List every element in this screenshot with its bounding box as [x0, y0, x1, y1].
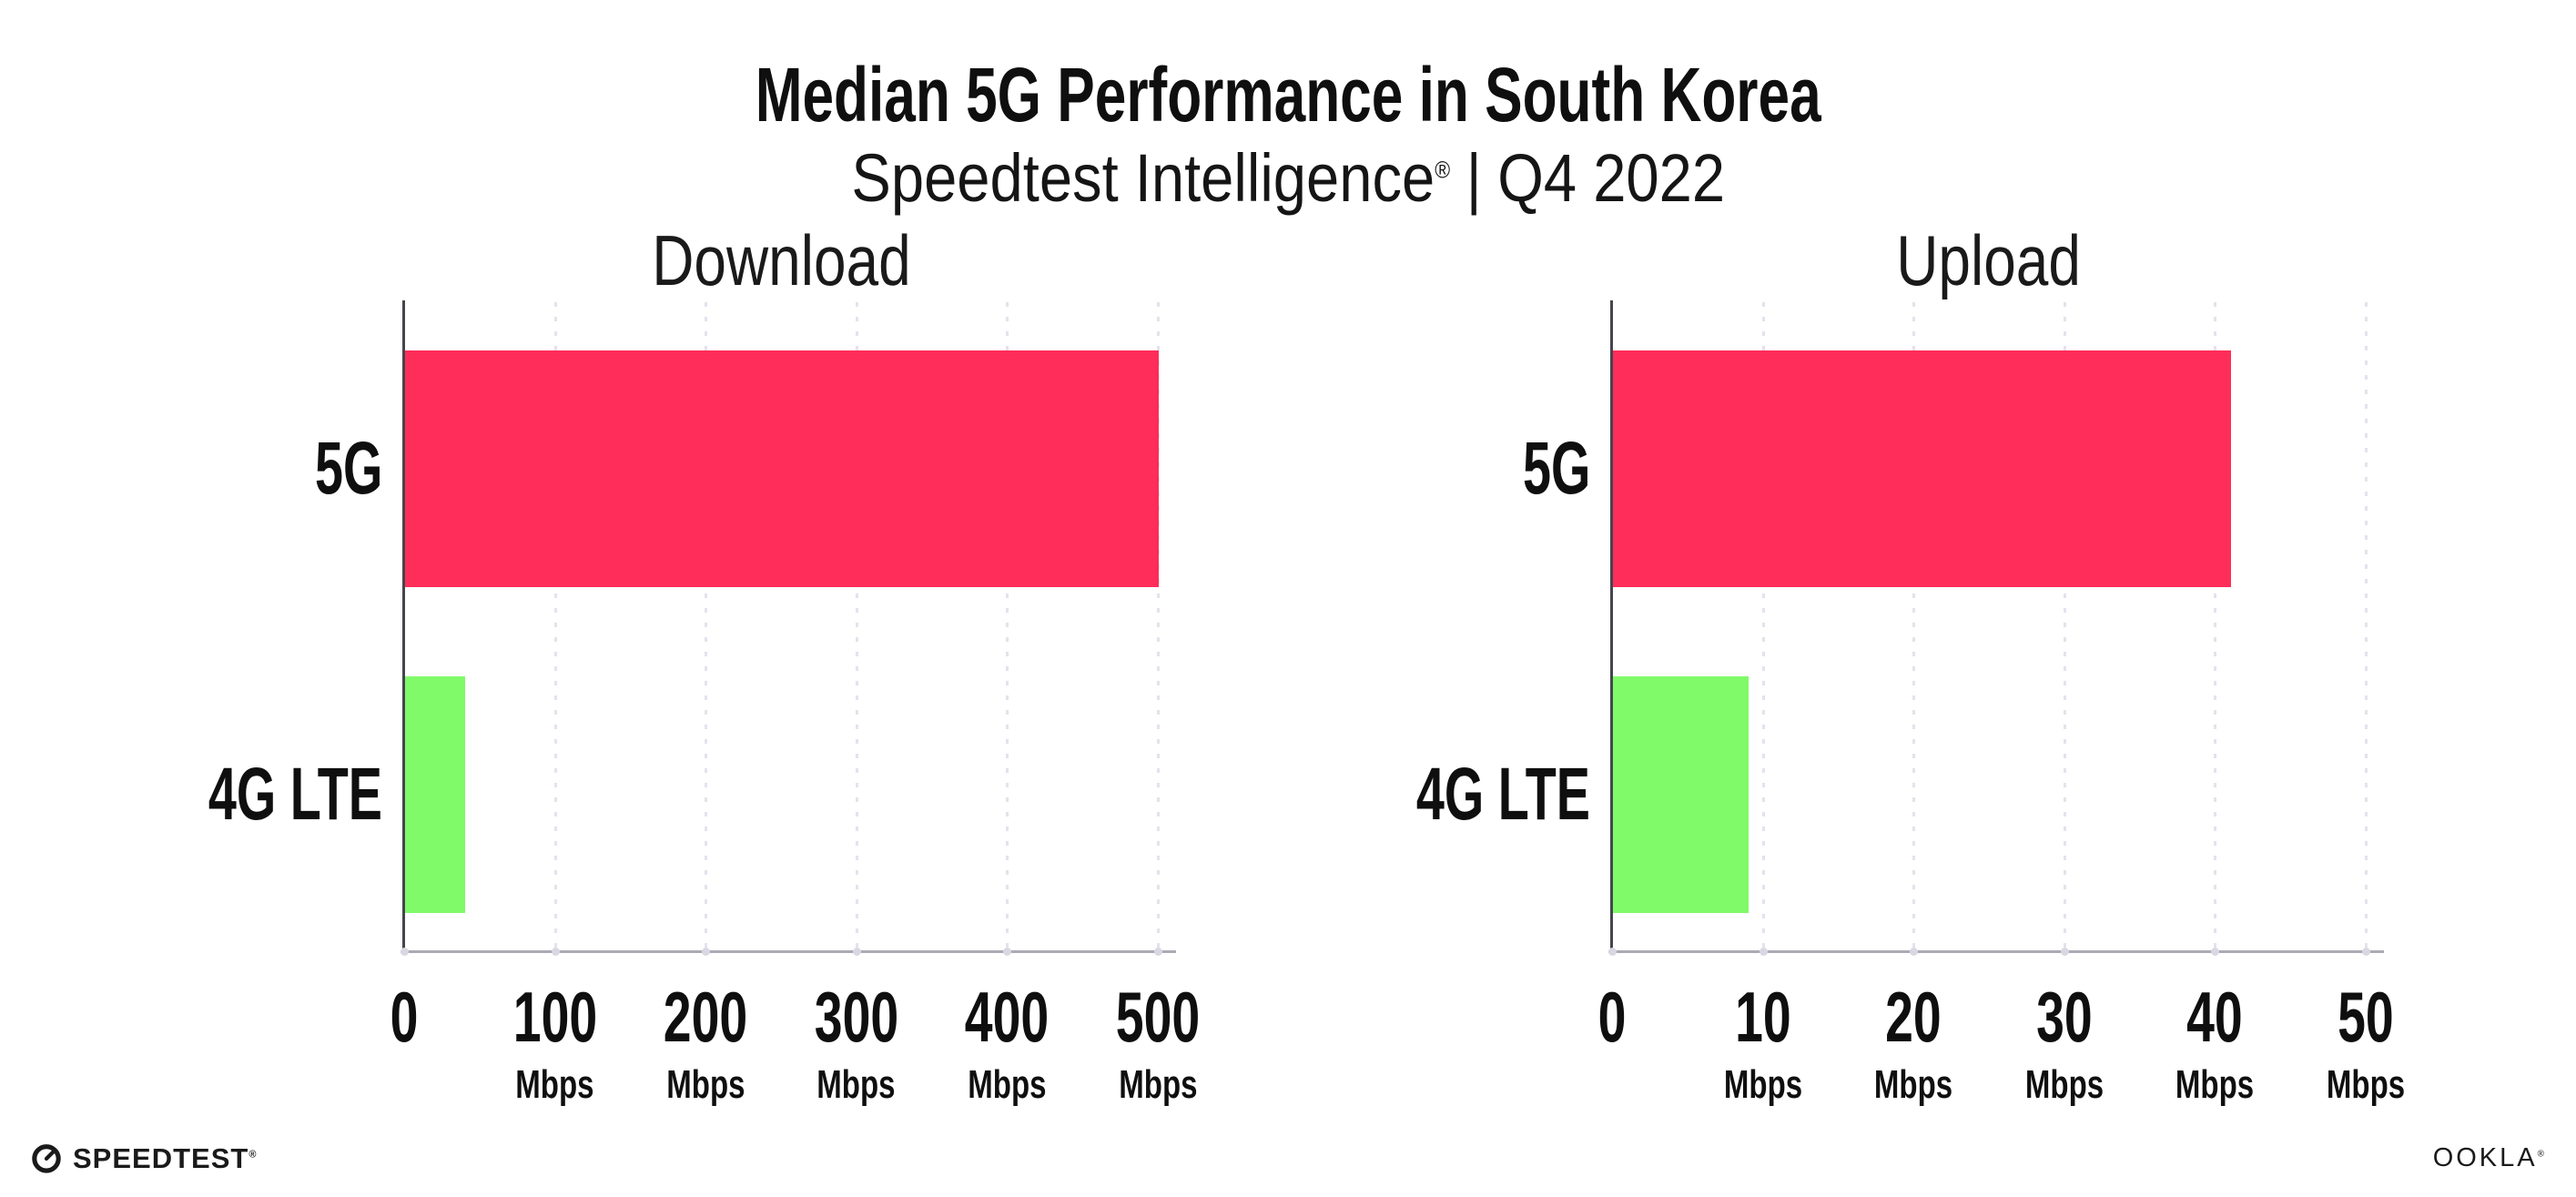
chart-title-text-upload: Upload [1896, 220, 2082, 300]
axis-tick-dot-download-400 [1003, 948, 1012, 956]
ookla-wordmark: OOKLA® [2432, 1142, 2547, 1172]
x-axis-upload [1608, 950, 2384, 953]
page-title: Median 5G Performance in South Korea [0, 56, 2576, 135]
x-tick-upload-40: 40 Mbps [2163, 950, 2267, 1105]
x-tick-value-download-200: 200 [663, 977, 748, 1057]
x-tick-unit-download-100: Mbps [515, 1062, 594, 1107]
bar-upload-4g-lte [1613, 676, 1749, 913]
x-tick-value-download-300: 300 [814, 977, 898, 1057]
x-tick-unit-download-200: Mbps [666, 1062, 745, 1107]
x-tick-unit-download-300: Mbps [816, 1062, 896, 1107]
x-tick-value-upload-20: 20 [1885, 977, 1942, 1057]
x-tick-unit-upload-10: Mbps [1723, 1062, 1802, 1107]
bar-download-4g-lte [405, 676, 465, 913]
axis-tick-dot-upload-0 [1608, 948, 1617, 956]
gridline-upload-20 [1912, 302, 1916, 950]
gridline-download-100 [553, 302, 557, 950]
gridline-download-300 [855, 302, 858, 950]
axis-tick-dot-download-200 [702, 948, 711, 956]
subtitle-brand: Speedtest Intelligence [851, 140, 1435, 217]
chart-download: Download 5G 4G LTE 0 100 Mbps 200 Mbps 300 Mbps 40… [208, 220, 1201, 1147]
speedtest-logo: SPEEDTEST® [31, 1140, 257, 1176]
speedtest-gauge-icon [32, 1144, 61, 1173]
category-label-download-4g-lte: 4G LTE [208, 753, 382, 836]
plot-area-download: 5G 4G LTE [208, 300, 1176, 956]
chart-title-upload: Upload [1612, 220, 2366, 300]
category-label-download-5g: 5G [314, 427, 382, 510]
x-tick-labels-upload: 0 10 Mbps 20 Mbps 30 Mbps 40 Mbps 50 Mbps [1598, 950, 2405, 1132]
gridline-upload-30 [2063, 302, 2066, 950]
gridline-upload-40 [2214, 302, 2217, 950]
x-tick-value-upload-50: 50 [2338, 977, 2394, 1057]
x-tick-unit-upload-50: Mbps [2326, 1062, 2406, 1107]
x-tick-download-200: 200 Mbps [646, 950, 765, 1105]
chart-upload: Upload 5G 4G LTE 0 10 Mbps 20 Mbps 30 Mbps 40 Mbps 5… [1416, 220, 2405, 1147]
axis-tick-dot-upload-40 [2211, 948, 2220, 956]
subtitle-separator: | [1465, 140, 1482, 217]
y-axis-upload [1610, 300, 1613, 950]
axis-tick-dot-upload-10 [1759, 948, 1768, 956]
axis-tick-dot-download-100 [551, 948, 560, 956]
x-tick-download-300: 300 Mbps [797, 950, 916, 1105]
x-axis-download [401, 950, 1176, 953]
x-tick-upload-0: 0 [1592, 950, 1631, 1052]
speedtest-registered-mark: ® [248, 1149, 258, 1161]
bar-download-5g [405, 350, 1159, 587]
axis-tick-dot-upload-20 [1910, 948, 1919, 956]
bar-upload-5g [1613, 350, 2231, 587]
chart-title-text-download: Download [651, 220, 911, 300]
x-tick-value-download-0: 0 [390, 977, 419, 1057]
gridline-upload-10 [1761, 302, 1765, 950]
axis-tick-dot-upload-50 [2362, 948, 2370, 956]
x-tick-upload-20: 20 Mbps [1861, 950, 1966, 1105]
x-tick-value-upload-30: 30 [2035, 977, 2093, 1057]
axis-tick-dot-upload-30 [2060, 948, 2069, 956]
plot-area-upload: 5G 4G LTE [1416, 300, 2384, 956]
gridline-download-500 [1157, 302, 1160, 950]
x-tick-download-500: 500 Mbps [1099, 950, 1217, 1105]
x-tick-upload-10: 10 Mbps [1710, 950, 1815, 1105]
gridline-download-200 [705, 302, 708, 950]
x-tick-unit-upload-30: Mbps [2024, 1062, 2104, 1107]
axis-tick-dot-download-500 [1154, 948, 1162, 956]
y-axis-download [402, 300, 405, 950]
x-tick-unit-upload-20: Mbps [1874, 1062, 1953, 1107]
gridline-download-400 [1006, 302, 1009, 950]
x-tick-unit-download-500: Mbps [1118, 1062, 1198, 1107]
x-tick-download-100: 100 Mbps [496, 950, 614, 1105]
page-subtitle: Speedtest Intelligence® | Q4 2022 [0, 143, 2576, 214]
x-tick-unit-upload-40: Mbps [2175, 1062, 2255, 1107]
ookla-logo: OOKLA® [2433, 1141, 2547, 1174]
gridline-upload-50 [2365, 302, 2368, 950]
x-tick-value-upload-0: 0 [1597, 977, 1627, 1057]
chart-title-download: Download [404, 220, 1158, 300]
subtitle-period: Q4 2022 [1496, 140, 1725, 217]
registered-mark: ® [1434, 156, 1450, 184]
x-tick-value-upload-40: 40 [2186, 977, 2244, 1057]
x-tick-download-400: 400 Mbps [948, 950, 1066, 1105]
x-tick-labels-download: 0 100 Mbps 200 Mbps 300 Mbps 400 Mbps 500 Mbps [390, 950, 1201, 1132]
ookla-registered-mark: ® [2537, 1148, 2547, 1159]
category-label-upload-4g-lte: 4G LTE [1415, 753, 1590, 836]
x-tick-unit-download-400: Mbps [968, 1062, 1047, 1107]
x-tick-upload-50: 50 Mbps [2314, 950, 2419, 1105]
axis-tick-dot-download-300 [852, 948, 861, 956]
page-title-text: Median 5G Performance in South Korea [755, 52, 1821, 138]
category-label-upload-5g: 5G [1522, 427, 1590, 510]
axis-tick-dot-download-0 [401, 948, 409, 956]
x-tick-value-download-100: 100 [512, 977, 597, 1057]
x-tick-download-0: 0 [384, 950, 423, 1052]
x-tick-value-download-500: 500 [1115, 977, 1201, 1057]
speedtest-wordmark: SPEEDTEST® [73, 1141, 258, 1174]
x-tick-value-download-400: 400 [965, 977, 1050, 1057]
x-tick-upload-30: 30 Mbps [2012, 950, 2116, 1105]
x-tick-value-upload-10: 10 [1734, 977, 1791, 1057]
